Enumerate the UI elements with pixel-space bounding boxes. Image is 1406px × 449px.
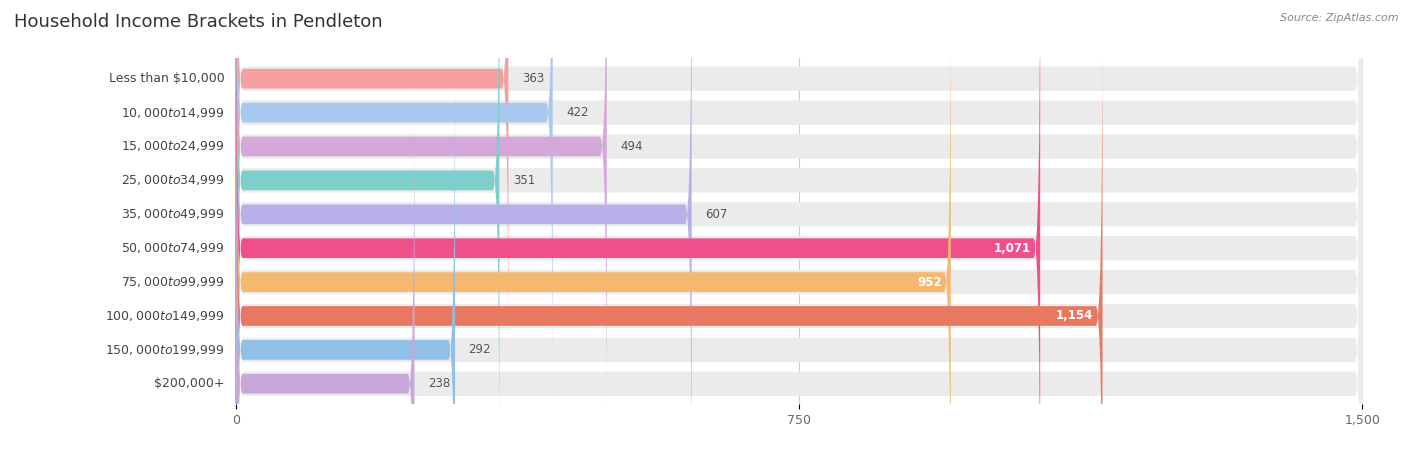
FancyBboxPatch shape xyxy=(236,23,1362,449)
Text: $10,000 to $14,999: $10,000 to $14,999 xyxy=(121,106,225,119)
Text: 952: 952 xyxy=(917,276,942,289)
Text: 351: 351 xyxy=(513,174,536,187)
FancyBboxPatch shape xyxy=(236,57,1362,449)
Text: Household Income Brackets in Pendleton: Household Income Brackets in Pendleton xyxy=(14,13,382,31)
Text: $50,000 to $74,999: $50,000 to $74,999 xyxy=(121,241,225,255)
FancyBboxPatch shape xyxy=(236,0,1362,449)
Text: 494: 494 xyxy=(620,140,643,153)
Text: 1,154: 1,154 xyxy=(1056,309,1094,322)
FancyBboxPatch shape xyxy=(236,0,553,408)
FancyBboxPatch shape xyxy=(236,0,1362,449)
FancyBboxPatch shape xyxy=(236,0,1362,449)
FancyBboxPatch shape xyxy=(236,0,1362,449)
FancyBboxPatch shape xyxy=(236,21,1102,449)
FancyBboxPatch shape xyxy=(236,0,692,449)
FancyBboxPatch shape xyxy=(236,0,1362,440)
Text: 238: 238 xyxy=(427,377,450,390)
Text: $35,000 to $49,999: $35,000 to $49,999 xyxy=(121,207,225,221)
Text: $15,000 to $24,999: $15,000 to $24,999 xyxy=(121,140,225,154)
Text: 422: 422 xyxy=(567,106,589,119)
Text: $75,000 to $99,999: $75,000 to $99,999 xyxy=(121,275,225,289)
FancyBboxPatch shape xyxy=(236,88,415,449)
FancyBboxPatch shape xyxy=(236,0,509,374)
Text: Source: ZipAtlas.com: Source: ZipAtlas.com xyxy=(1281,13,1399,23)
Text: $200,000+: $200,000+ xyxy=(155,377,225,390)
Text: $100,000 to $149,999: $100,000 to $149,999 xyxy=(105,309,225,323)
FancyBboxPatch shape xyxy=(236,55,456,449)
FancyBboxPatch shape xyxy=(236,0,1362,449)
Text: $150,000 to $199,999: $150,000 to $199,999 xyxy=(105,343,225,357)
Text: 292: 292 xyxy=(468,343,491,357)
FancyBboxPatch shape xyxy=(236,0,499,449)
FancyBboxPatch shape xyxy=(236,0,607,442)
FancyBboxPatch shape xyxy=(236,0,950,449)
Text: 363: 363 xyxy=(522,72,544,85)
Text: 607: 607 xyxy=(706,208,727,221)
FancyBboxPatch shape xyxy=(236,0,1362,449)
Text: $25,000 to $34,999: $25,000 to $34,999 xyxy=(121,173,225,187)
Text: Less than $10,000: Less than $10,000 xyxy=(108,72,225,85)
FancyBboxPatch shape xyxy=(236,0,1362,405)
FancyBboxPatch shape xyxy=(236,0,1040,449)
Text: 1,071: 1,071 xyxy=(994,242,1031,255)
